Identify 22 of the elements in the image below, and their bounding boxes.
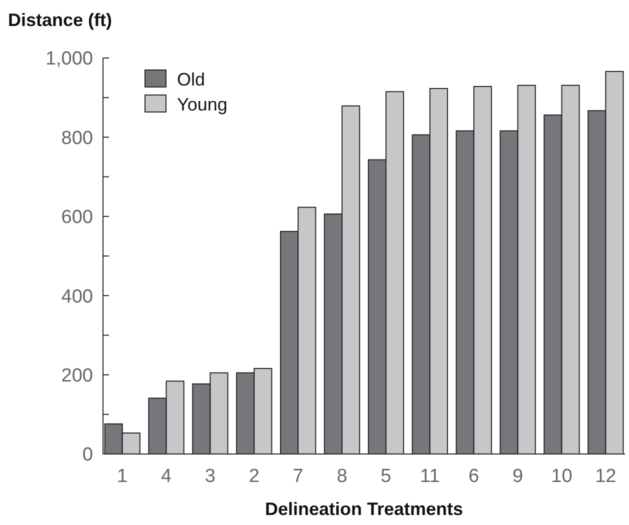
y-tick-label: 600 <box>61 207 93 228</box>
x-tick-label: 9 <box>512 466 524 487</box>
x-tick-label: 8 <box>336 466 348 487</box>
x-tick-label: 4 <box>160 466 172 487</box>
x-tick-label: 1 <box>117 466 128 487</box>
y-tick-label: 200 <box>61 365 93 386</box>
y-axis-title: Distance (ft) <box>8 10 112 30</box>
x-tick-label: 7 <box>292 466 304 487</box>
x-tick-label: 12 <box>595 466 616 487</box>
x-tick-label: 3 <box>204 466 216 487</box>
x-axis-title: Delineation Treatments <box>264 499 464 519</box>
y-tick-label: 400 <box>61 286 93 308</box>
y-tick-label: 1,000 <box>45 48 93 70</box>
x-tick-label: 6 <box>468 466 480 487</box>
legend-label: Young <box>177 94 228 114</box>
x-tick-label: 2 <box>248 466 260 487</box>
y-tick-label: 800 <box>61 128 93 149</box>
x-tick-label: 11 <box>420 466 440 487</box>
y-tick-label: 0 <box>82 444 93 466</box>
x-tick-label: 10 <box>551 466 572 487</box>
x-tick-label: 5 <box>380 466 392 487</box>
legend-label: Old <box>177 69 206 90</box>
